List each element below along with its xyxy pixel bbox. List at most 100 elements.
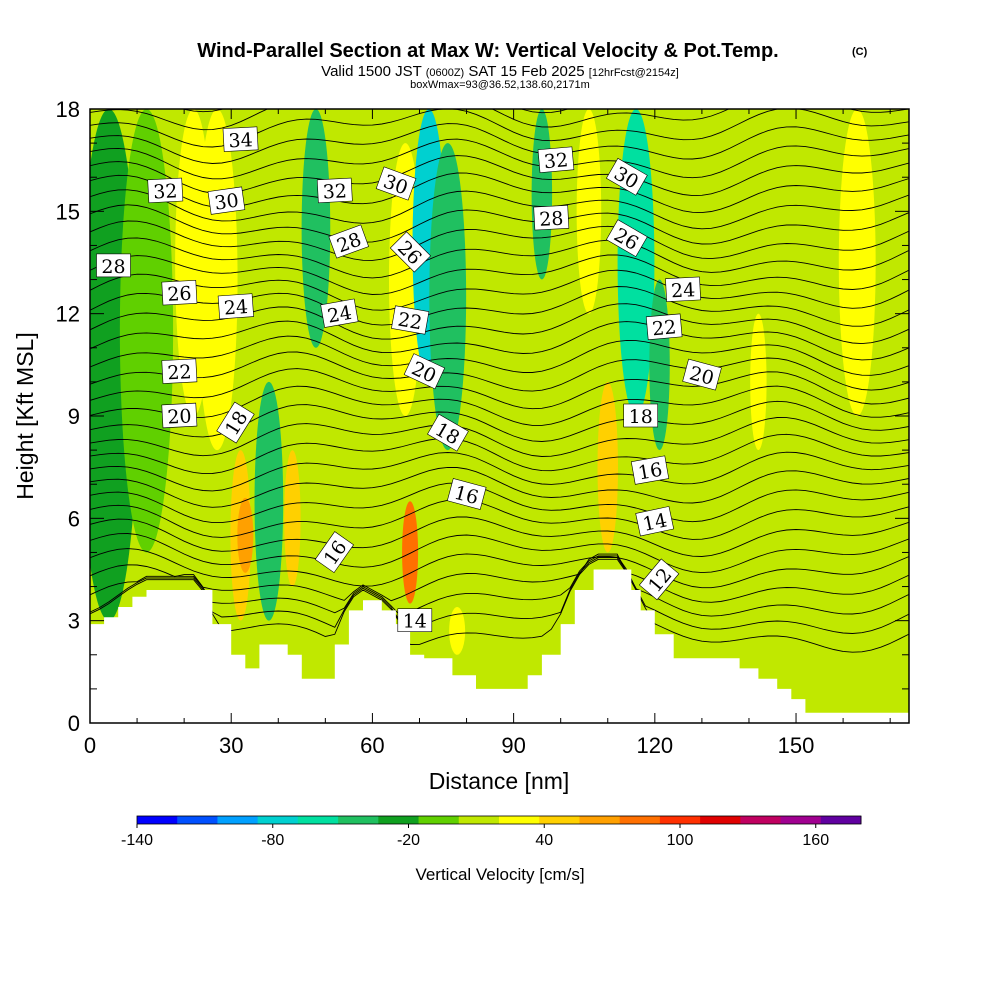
chart-title: Wind-Parallel Section at Max W: Vertical… [197, 40, 778, 62]
contour-label-box [427, 413, 469, 452]
contour-label-text: 26 [167, 283, 192, 306]
contour-label-text: 28 [539, 208, 564, 231]
valid-prefix: Valid 1500 JST [321, 63, 421, 80]
colorbar-swatch [378, 816, 420, 824]
theta-contour-line [90, 189, 909, 230]
theta-contour-line [90, 351, 909, 392]
contour-label-box [537, 146, 575, 173]
contour-label-text: 22 [396, 309, 424, 335]
colorbar-swatch [740, 816, 782, 824]
colorbar-swatch [137, 816, 178, 824]
colorbar-tick-label: 100 [667, 832, 694, 849]
contour-label-box [605, 157, 648, 196]
contour-label: 14 [635, 506, 675, 537]
contour-label-text: 22 [651, 316, 677, 340]
theta-contours [90, 109, 909, 653]
contour-label-box [635, 506, 675, 537]
contour-label-text: 32 [322, 180, 347, 203]
theta-contour-line [90, 498, 909, 540]
contour-label-box [645, 313, 683, 341]
y-tick-label: 12 [56, 302, 80, 327]
velocity-band [402, 501, 419, 604]
colorbar-swatch [458, 816, 500, 824]
velocity-band [750, 313, 767, 451]
contour-label-text: 18 [629, 406, 653, 428]
colorbar-swatch [539, 816, 580, 824]
contour-label-box [207, 186, 246, 215]
theta-contour-line [90, 516, 909, 557]
contour-label: 20 [161, 402, 198, 429]
theta-contour-line [90, 138, 909, 180]
theta-contour-line [90, 557, 909, 634]
theta-contour-line [90, 553, 909, 603]
colorbar-swatch [619, 816, 661, 824]
colorbar-tick-label: 40 [535, 832, 553, 849]
contour-label: 22 [645, 313, 683, 341]
theta-contour-line [90, 385, 909, 426]
velocity-band [429, 143, 467, 451]
colorbar-swatch [499, 816, 540, 824]
contour-label-text: 32 [543, 149, 569, 173]
theta-contour-line [90, 237, 909, 279]
x-tick-label: 120 [636, 733, 673, 758]
contour-label-box [96, 253, 131, 278]
contour-label: 26 [161, 280, 198, 306]
contour-label: 18 [623, 403, 659, 428]
velocity-band [597, 381, 618, 553]
contour-label-box [397, 608, 433, 633]
contour-label: 34 [222, 126, 259, 152]
colorbar-swatch [579, 816, 621, 824]
velocity-band [196, 109, 238, 451]
colorbar-tick-label: 160 [802, 832, 829, 849]
theta-contour-line [90, 417, 909, 457]
contour-label: 14 [397, 608, 433, 633]
contour-label: 24 [217, 293, 254, 320]
colorbar-swatch [297, 816, 339, 824]
contour-label: 30 [207, 186, 246, 215]
colorbar-swatch [659, 816, 701, 824]
contour-label-box [320, 298, 359, 328]
y-axis-label: Height [Kft MSL] [12, 332, 38, 499]
colorbar-swatch [780, 816, 822, 824]
contour-label: 32 [537, 146, 575, 173]
contour-label-box [314, 531, 354, 574]
contour-label-box [161, 358, 198, 384]
contour-label-box [446, 478, 487, 510]
contour-label: 28 [96, 253, 131, 278]
velocity-band [119, 109, 174, 553]
velocity-band [617, 109, 655, 416]
velocity-band [788, 569, 805, 689]
forecast-info: [12hrFcst@2154z] [589, 67, 679, 79]
colorbar-swatch [177, 816, 218, 824]
theta-contour-line [90, 335, 909, 376]
theta-contour-line [90, 548, 909, 589]
contour-label: 28 [533, 205, 570, 231]
theta-contour-line [90, 433, 909, 475]
theta-contour-line [90, 220, 909, 261]
contour-label-box [389, 231, 432, 273]
contour-label-box [665, 276, 701, 302]
velocity-band [254, 381, 284, 621]
contour-label: 24 [665, 276, 701, 302]
contour-label-box [682, 358, 722, 391]
colorbar-tick-label: -140 [121, 832, 153, 849]
contour-label-text: 16 [636, 459, 664, 485]
contour-label-box [161, 280, 198, 306]
contour-label-box [375, 166, 417, 201]
theta-contour-line [90, 123, 909, 164]
contour-label-box [391, 305, 430, 335]
contour-label-text: 14 [403, 611, 427, 633]
contour-label-text: 24 [326, 302, 354, 328]
contour-label: 32 [147, 177, 184, 204]
y-tick-label: 6 [68, 506, 80, 531]
y-axis: 0 3 6 9 12 15 18 [56, 97, 909, 736]
contour-label-text: 32 [153, 180, 178, 203]
contour-label-text: 14 [641, 509, 669, 536]
contour-label-box [222, 126, 259, 152]
contour-label-text: 34 [228, 129, 253, 152]
contour-label-box [328, 224, 370, 259]
contour-label-text: 20 [167, 405, 192, 428]
contour-label: 22 [161, 358, 198, 384]
